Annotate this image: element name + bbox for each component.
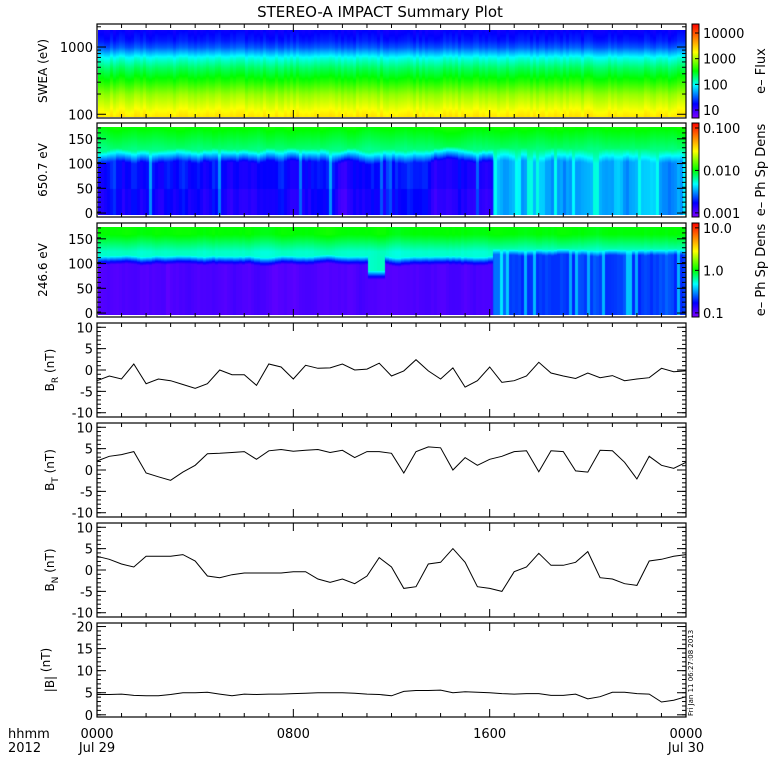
- y-tick-label: 15: [76, 643, 93, 658]
- y-axis-label: BN (nT): [43, 548, 61, 591]
- panel-frame: [96, 422, 687, 518]
- panel-frame: [96, 622, 687, 718]
- y-tick-label: 0: [85, 564, 93, 579]
- x-tick-label: 0800: [277, 727, 310, 742]
- series-line: [97, 689, 687, 703]
- y-axis-label: BR (nT): [43, 349, 61, 392]
- y-axis-label: 246.6 eV: [36, 242, 50, 297]
- series-line: [96, 446, 687, 481]
- creation-timestamp: Fri Jan 11 06:27:08 2013: [687, 630, 695, 716]
- x-tick-label: 0000: [80, 727, 113, 742]
- y-tick-label: 100: [68, 108, 93, 123]
- y-tick-label: 5: [85, 543, 93, 558]
- y-tick-label: 50: [76, 282, 93, 297]
- y-tick-label: 150: [68, 233, 93, 248]
- colorbar-tick-label: 10.0: [703, 222, 732, 237]
- y-tick-label: 150: [68, 133, 93, 148]
- y-tick-label: 20: [76, 621, 93, 636]
- x-tick-date-label: Jul 29: [78, 741, 115, 756]
- series-line: [96, 359, 687, 389]
- panel-frame: [96, 522, 687, 618]
- x-axis-format-label: hhmm: [8, 727, 50, 742]
- colorbar-tick-label: 0.001: [703, 207, 740, 222]
- panel-frame: [96, 322, 687, 418]
- colorbar-tick-label: 0.1: [703, 307, 724, 322]
- y-axis-label-main: B: [43, 583, 57, 591]
- y-tick-label: -10: [72, 507, 93, 522]
- colorbar-label: e– Ph Sp Dens: [754, 124, 769, 217]
- y-tick-label: 5: [85, 343, 93, 358]
- panel-frame: [96, 23, 687, 119]
- y-tick-label: 10: [76, 321, 93, 336]
- y-axis-label-main: B: [43, 383, 57, 391]
- panel-frame: [96, 222, 687, 318]
- y-tick-label: 5: [85, 443, 93, 458]
- y-tick-label: 50: [76, 182, 93, 197]
- y-tick-label: 0: [85, 464, 93, 479]
- colorbar: [691, 23, 700, 119]
- y-axis-label-main: |B|: [43, 676, 57, 692]
- series-line: [96, 547, 687, 592]
- y-tick-label: -10: [72, 607, 93, 622]
- y-tick-label: 100: [68, 158, 93, 173]
- x-axis-year-label: 2012: [8, 741, 41, 756]
- y-axis-label-main: B: [43, 483, 57, 491]
- colorbar-tick-label: 0.100: [703, 122, 740, 137]
- y-tick-label: -10: [72, 407, 93, 422]
- colorbar-tick-label: 10000: [703, 27, 744, 42]
- swea-energy-spectrogram: [98, 30, 686, 117]
- y-tick-label: -5: [80, 385, 93, 400]
- colorbar-tick-label: 100: [703, 78, 728, 93]
- x-tick-label: 1600: [473, 727, 506, 742]
- y-tick-label: -5: [80, 485, 93, 500]
- y-tick-label: 100: [68, 258, 93, 273]
- pitch-angle-spectrogram-650eV: [98, 127, 686, 215]
- x-tick-date-label: Jul 30: [667, 741, 704, 756]
- y-axis-label-sub: R: [51, 377, 61, 383]
- y-axis-label-sub: T: [51, 477, 61, 484]
- y-axis-label: |B| (nT): [39, 648, 57, 692]
- colorbar-tick-label: 10: [703, 104, 720, 119]
- y-tick-label: 10: [76, 665, 93, 680]
- colorbar-tick-label: 0.010: [703, 164, 740, 179]
- panel-frame: [96, 122, 687, 218]
- y-axis-label-unit: (nT): [43, 548, 57, 576]
- y-tick-label: -5: [80, 585, 93, 600]
- colorbar-tick-label: 1000: [703, 53, 736, 68]
- y-axis-label-unit: (nT): [43, 349, 57, 377]
- pitch-angle-spectrogram-246eV: [98, 227, 686, 315]
- y-tick-label: 0: [85, 364, 93, 379]
- y-axis-label: 650.7 eV: [36, 142, 50, 197]
- y-axis-label: BT (nT): [43, 449, 61, 491]
- y-tick-label: 10: [76, 521, 93, 536]
- x-tick-label: 0000: [669, 727, 702, 742]
- y-tick-label: 10: [76, 421, 93, 436]
- y-tick-label: 0: [85, 207, 93, 222]
- colorbar-tick-label: 1.0: [703, 264, 724, 279]
- y-tick-label: 0: [85, 709, 93, 724]
- y-axis-label-sub: N: [51, 577, 61, 584]
- y-tick-label: 0: [85, 307, 93, 322]
- plot-title: STEREO-A IMPACT Summary Plot: [257, 3, 503, 21]
- colorbar-label: e– Ph Sp Dens: [754, 224, 769, 317]
- colorbar-label: e– Flux: [754, 48, 769, 94]
- y-tick-label: 5: [85, 687, 93, 702]
- y-axis-label-unit: (nT): [39, 648, 53, 676]
- y-tick-label: 1000: [60, 41, 93, 56]
- y-axis-label-unit: (nT): [43, 449, 57, 477]
- y-axis-label: SWEA (eV): [36, 39, 50, 103]
